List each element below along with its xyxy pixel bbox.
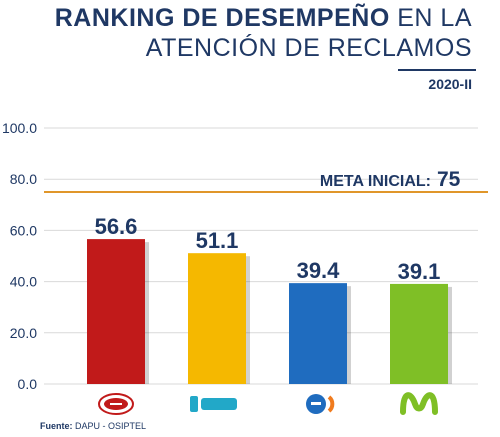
- entel-logo-arc: [327, 395, 335, 413]
- y-tick-label: 40.0: [10, 274, 37, 290]
- source-label: Fuente:: [40, 421, 73, 431]
- source-note: Fuente: DAPU - OSIPTEL: [40, 421, 146, 431]
- y-tick-label: 100.0: [2, 120, 37, 136]
- y-tick-label: 20.0: [10, 325, 37, 341]
- bar-value-label: 56.6: [95, 214, 138, 239]
- period-label: 2020-II: [428, 76, 472, 92]
- bitel-logo: [190, 396, 198, 412]
- target-label: META INICIAL:: [320, 173, 431, 190]
- y-tick-label: 60.0: [10, 222, 37, 238]
- period-divider: [398, 69, 476, 71]
- bar-value-label: 39.4: [297, 258, 341, 283]
- chart-title-line2: ATENCIÓN DE RECLAMOS: [145, 34, 472, 62]
- entel-logo-bar: [311, 402, 321, 405]
- bitel-logo-word: [201, 398, 237, 410]
- movistar-logo: [400, 392, 438, 415]
- target-value: 75: [437, 168, 461, 191]
- bar: [87, 239, 145, 384]
- bar-value-label: 39.1: [398, 259, 441, 284]
- source-text: DAPU - OSIPTEL: [75, 421, 147, 431]
- bar: [289, 283, 347, 384]
- bar: [188, 253, 246, 384]
- y-tick-label: 80.0: [10, 171, 37, 187]
- chart-title-line1: RANKING DE DESEMPEÑO EN LA: [55, 4, 472, 33]
- chart-title-rest: EN LA: [397, 4, 472, 32]
- claro-logo: [98, 393, 134, 415]
- bar-value-label: 51.1: [196, 228, 239, 253]
- chart-title-bold: RANKING DE DESEMPEÑO: [54, 4, 390, 32]
- bar: [390, 283, 448, 384]
- y-tick-label: 0.0: [18, 376, 38, 392]
